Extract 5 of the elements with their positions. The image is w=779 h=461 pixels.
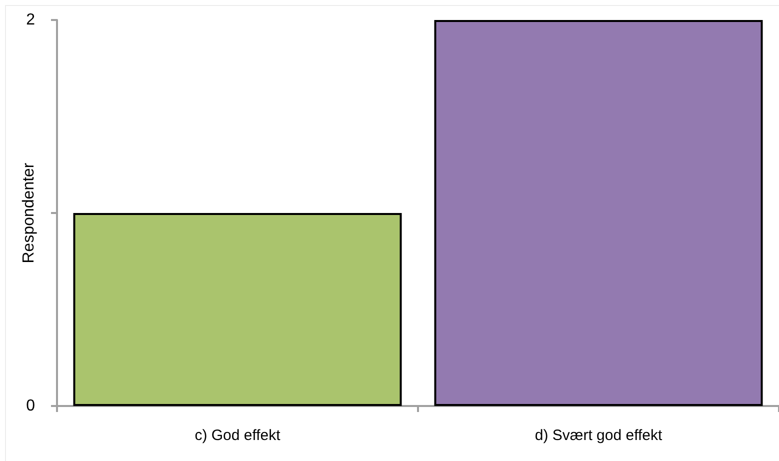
x-tick-label: c) God effekt xyxy=(194,427,282,444)
y-axis-title: Respondenter xyxy=(20,162,38,264)
y-tick-label: 2 xyxy=(26,12,36,28)
y-tick-label: 0 xyxy=(26,398,36,414)
x-tick-label: d) Svært god effekt xyxy=(534,427,663,444)
